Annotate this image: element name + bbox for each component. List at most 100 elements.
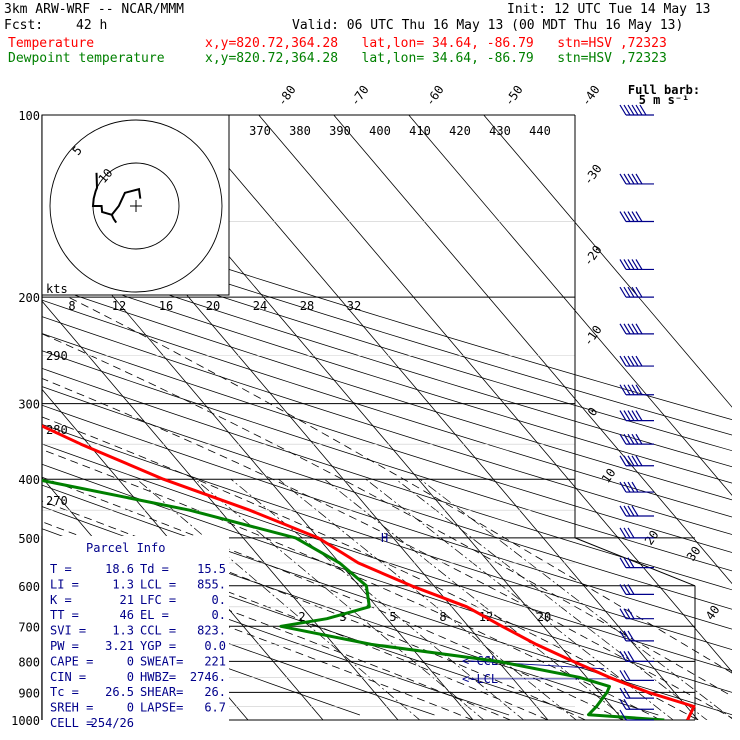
wind-barb-feather [627, 455, 635, 467]
mixing-ratio-line [230, 478, 525, 720]
pressure-label: 400 [18, 473, 40, 487]
wind-barb-feather [623, 608, 631, 619]
wind-barb-feather [623, 505, 631, 517]
barb-legend: Full barb: [628, 83, 700, 97]
hodograph-ring [49, 119, 223, 293]
isotherm-label: 40 [703, 603, 723, 623]
parcel-info-value: 26. [204, 685, 226, 699]
wind-barb-feather [623, 433, 631, 445]
wind-barb-feather [623, 557, 631, 568]
mixing-ratio-label: 3 [339, 610, 346, 624]
wind-barb-feather [631, 505, 639, 517]
parcel-info-box [42, 536, 229, 726]
theta-label: 380 [289, 124, 311, 138]
wind-barb-feather [635, 410, 643, 421]
mixing-ratio-line [194, 478, 485, 720]
dry-adiabat-line [42, 404, 732, 630]
wind-barb-feather [619, 410, 627, 421]
wind-barb-feather [631, 173, 639, 185]
wind-barb-feather [631, 211, 639, 222]
wind-barb-feather [627, 433, 635, 445]
wind-barb-feather [631, 410, 639, 421]
parcel-info-label: T = [50, 562, 72, 576]
temperature-location: x,y=820.72,364.28 lat,lon= 34.64, -86.79… [205, 36, 667, 51]
wind-barb-feather [623, 670, 631, 681]
parcel-info-value: 823. [197, 624, 226, 638]
wind-barb [619, 259, 654, 271]
parcel-info-label: YGP = [140, 639, 176, 653]
parcel-info-label: LCL = [140, 577, 176, 591]
dry-adiabat-line [42, 484, 732, 716]
valid-time: Valid: 06 UTC Thu 16 May 13 (00 MDT Thu … [292, 18, 684, 33]
wind-barb [619, 608, 654, 620]
wind-barb-feather [619, 608, 627, 619]
wind-barb-feather [635, 455, 643, 467]
theta-label: 440 [529, 124, 551, 138]
pressure-label: 700 [18, 620, 40, 634]
level-marker-h: H [381, 531, 388, 545]
wind-barb [619, 557, 654, 569]
parcel-info-value: 21 [120, 593, 134, 607]
dry-adiabat-line [42, 283, 732, 501]
wind-barb-feather [619, 433, 627, 445]
parcel-info-label: EL = [140, 608, 169, 622]
wind-barb-feather [623, 651, 631, 662]
parcel-info-value: 26.5 [105, 685, 134, 699]
wind-barb [619, 651, 654, 662]
wind-barb-feather [627, 584, 635, 595]
parcel-info-label: Tc = [50, 685, 79, 699]
wind-barb-feather [623, 355, 631, 367]
wind-barb-feather [627, 651, 635, 662]
dewpoint-trace [42, 478, 665, 720]
parcel-info-value: 46 [120, 608, 134, 622]
level-marker-line [467, 660, 605, 670]
parcel-info-title: Parcel Info [86, 541, 165, 555]
dry-adiabat-line [42, 368, 732, 591]
moist-adiabat-line [42, 333, 732, 697]
parcel-info-value: 1.3 [112, 624, 134, 638]
level-marker-label: <-LCL [462, 672, 498, 686]
isotherm-line [0, 115, 34, 733]
wind-barb-feather [619, 698, 627, 710]
wind-barb-feather [623, 259, 631, 270]
parcel-info-value: 1.3 [112, 577, 134, 591]
isotherm-line [258, 115, 732, 673]
mixing-ratio-label: 20 [537, 610, 551, 624]
wind-barb [619, 410, 654, 422]
wind-barb-feather [627, 286, 635, 298]
theta-label: 400 [369, 124, 391, 138]
wind-barb-feather [619, 557, 627, 568]
wind-barb-feather [627, 608, 635, 619]
theta-label: 420 [449, 124, 471, 138]
parcel-info-value: 0 [127, 670, 134, 684]
parcel-info-value: 0. [212, 593, 226, 607]
wind-barb [619, 505, 654, 517]
wind-barb-feather [619, 104, 627, 116]
wind-barb-feather [623, 104, 631, 116]
isotherm-label: -10 [581, 323, 605, 349]
wind-barb-feather [619, 286, 627, 298]
parcel-info-label: PW = [50, 639, 79, 653]
parcel-info-label: CELL = [50, 716, 93, 730]
wind-barb-feather [623, 384, 631, 396]
parcel-info-value: 0 [127, 701, 134, 715]
moist-adiabat-line [42, 378, 732, 719]
wind-barb-feather [627, 505, 635, 517]
wind-barb-feather [631, 323, 639, 335]
mixing-ratio-label: 8 [439, 610, 446, 624]
wind-barb [619, 670, 654, 681]
mixing-ratio-label: 32 [347, 299, 361, 313]
parcel-info-label: CIN = [50, 670, 86, 684]
isotherm-label: -50 [502, 83, 526, 109]
wind-barb-feather [619, 670, 627, 681]
wind-barb-feather [619, 584, 627, 595]
wind-barb [619, 104, 654, 116]
wind-barb-feather [623, 286, 631, 298]
mixing-ratio-label: 12 [112, 299, 126, 313]
pressure-label: 300 [18, 398, 40, 412]
wind-barb-feather [627, 259, 635, 270]
wind-barb [619, 355, 654, 367]
wind-barb [619, 211, 654, 223]
wind-barb-feather [627, 410, 635, 421]
